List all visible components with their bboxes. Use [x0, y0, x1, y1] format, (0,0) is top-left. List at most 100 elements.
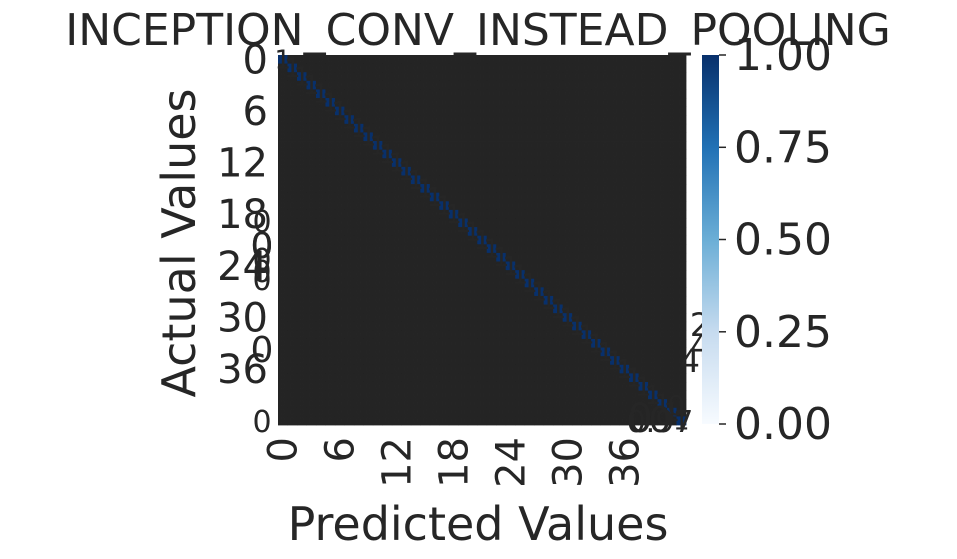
heatmap-cell	[439, 106, 450, 116]
heatmap-cell	[572, 72, 583, 82]
heatmap-cell	[306, 295, 317, 305]
heatmap-cell	[363, 416, 374, 426]
heatmap-cell	[543, 330, 554, 340]
heatmap-cell	[458, 80, 469, 90]
heatmap-cell	[458, 201, 469, 211]
cell-annotation: 0	[527, 219, 533, 229]
cell-annotation: 0	[498, 219, 504, 229]
cell-annotation: 0	[650, 55, 656, 65]
heatmap-cell	[287, 287, 298, 297]
cell-annotation: 0	[593, 296, 599, 306]
heatmap-cell	[486, 209, 497, 219]
cell-annotation: 0	[365, 167, 371, 177]
heatmap-cell	[648, 141, 658, 151]
heatmap-cell	[372, 132, 383, 142]
x-tick-label: 6	[318, 437, 364, 462]
heatmap-cell	[429, 106, 440, 116]
cell-annotation: 0	[659, 184, 665, 194]
cell-annotation: 0	[659, 391, 665, 401]
cell-annotation: 0	[384, 64, 390, 74]
cell-annotation: 0	[356, 296, 362, 306]
cell-annotation: 0	[536, 210, 542, 220]
heatmap-cell	[363, 218, 374, 228]
cell-annotation: 0	[375, 391, 381, 401]
heatmap-cell	[496, 141, 507, 151]
cell-annotation: 0	[327, 227, 333, 237]
heatmap-cell	[581, 295, 592, 305]
cell-annotation: 0	[669, 193, 675, 203]
cell-annotation: 0	[460, 322, 466, 332]
cell-annotation: 0	[517, 348, 523, 358]
heatmap-cell	[486, 364, 497, 374]
heatmap-cell	[382, 123, 393, 133]
cell-annotation: 0	[678, 116, 684, 126]
heatmap-cell	[553, 252, 564, 262]
cell-annotation: 0	[375, 133, 381, 143]
cell-annotation: 0	[280, 270, 286, 280]
heatmap-cell	[581, 270, 592, 280]
cell-annotation: 0	[536, 348, 542, 358]
heatmap-cell	[306, 373, 317, 383]
cell-annotation-diagonal: 1	[331, 97, 348, 127]
heatmap-cell	[410, 132, 421, 142]
heatmap-cell	[363, 304, 374, 314]
heatmap-cell	[420, 227, 431, 237]
cell-annotation: 0	[546, 73, 552, 83]
cell-annotation: 0	[289, 382, 295, 392]
heatmap-cell	[334, 192, 345, 202]
cell-annotation: 0	[451, 116, 457, 126]
heatmap-cell	[448, 304, 459, 314]
heatmap-cell	[648, 192, 658, 202]
heatmap-cell	[401, 63, 412, 73]
cell-annotation: 0	[593, 365, 599, 375]
heatmap-cell	[448, 55, 459, 64]
heatmap-cell	[467, 338, 478, 348]
cell-annotation: 0	[413, 107, 419, 117]
cell-annotation: 0	[631, 184, 637, 194]
cell-annotation: 0	[422, 141, 428, 151]
heatmap-cell	[496, 80, 507, 90]
cell-annotation: 0	[640, 55, 646, 65]
cell-annotation: 0	[621, 116, 627, 126]
heatmap-cell	[391, 166, 402, 176]
x-tick-label: 0	[261, 437, 307, 462]
cell-annotation: 0	[574, 374, 580, 384]
cell-annotation: 0	[308, 55, 314, 65]
cell-annotation: 0	[640, 124, 646, 134]
heatmap-cell	[420, 141, 431, 151]
heatmap-cell	[458, 278, 469, 288]
heatmap-cell	[515, 330, 526, 340]
cell-annotation: 0	[593, 133, 599, 143]
heatmap-cell	[553, 261, 564, 271]
cell-annotation: 0	[489, 124, 495, 134]
heatmap-cell	[515, 390, 526, 400]
heatmap-cell	[648, 381, 658, 391]
cell-annotation: 0	[346, 150, 352, 160]
heatmap-cell	[676, 304, 687, 314]
heatmap-cell	[619, 313, 630, 323]
cell-annotation: 0	[527, 339, 533, 349]
cell-annotation: 0	[318, 150, 324, 160]
cell-annotation: 0	[612, 245, 618, 255]
heatmap-cell	[429, 287, 440, 297]
heatmap-cell	[382, 166, 393, 176]
cell-annotation: 0	[593, 313, 599, 323]
heatmap-cell-diagonal	[591, 338, 602, 348]
cell-annotation: 0	[384, 391, 390, 401]
cell-annotation: 0	[669, 210, 675, 220]
heatmap-cell	[657, 72, 668, 82]
heatmap-cell	[278, 123, 288, 133]
cell-annotation: 0	[403, 288, 409, 298]
cell-annotation: 0	[375, 322, 381, 332]
cell-annotation: 0	[669, 382, 675, 392]
cell-annotation: 0	[422, 331, 428, 341]
heatmap-cell	[610, 132, 620, 142]
cell-annotation: 0	[612, 202, 618, 212]
cell-annotation: 0	[659, 210, 665, 220]
cell-annotation: 0	[460, 90, 466, 100]
cell-annotation: 0	[555, 159, 561, 169]
cell-annotation: 0	[432, 202, 438, 212]
heatmap-cell	[287, 158, 298, 168]
heatmap-cell	[306, 347, 317, 357]
cell-annotation: 0	[375, 374, 381, 384]
